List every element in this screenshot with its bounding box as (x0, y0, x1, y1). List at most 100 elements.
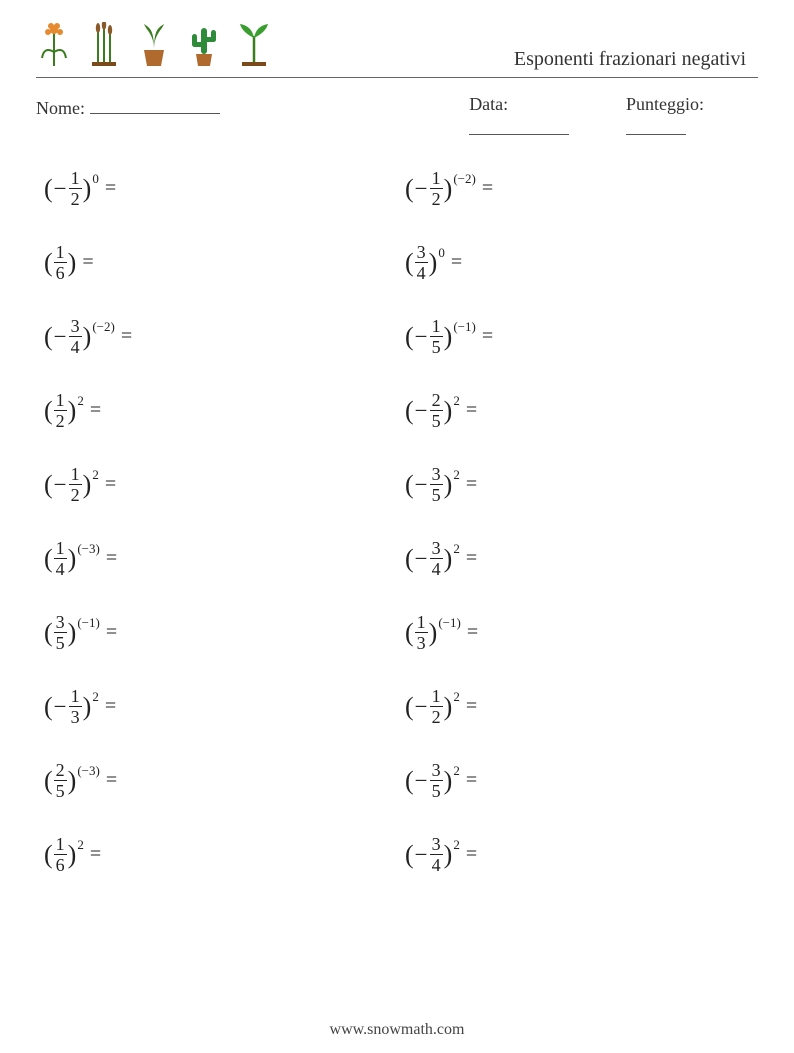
close-paren: ) (83, 324, 92, 350)
equals-sign: = (466, 473, 477, 496)
fraction: 12 (69, 169, 82, 208)
problem-20: (−34)2= (397, 818, 729, 892)
problem-19: (16)2= (36, 818, 368, 892)
fraction: 12 (54, 391, 67, 430)
exponent: (−3) (77, 541, 100, 557)
header-icons (36, 22, 272, 71)
problem-expression: (−34)2= (405, 539, 477, 578)
problem-expression: (34)0= (405, 243, 462, 282)
open-paren: ( (44, 398, 53, 424)
open-paren: ( (405, 176, 414, 202)
problem-expression: (25)(−3)= (44, 761, 117, 800)
open-paren: ( (44, 620, 53, 646)
problem-5: (−34)(−2)= (36, 300, 368, 374)
numerator: 2 (430, 391, 443, 410)
open-paren: ( (44, 768, 53, 794)
exponent: 2 (453, 541, 460, 557)
meta-row: Nome: Data: Punteggio: (36, 94, 758, 140)
problem-expression: (−34)(−2)= (44, 317, 132, 356)
fraction: 25 (430, 391, 443, 430)
denominator: 4 (54, 558, 67, 578)
denominator: 4 (69, 336, 82, 356)
worksheet-title: Esponenti frazionari negativi (514, 48, 758, 71)
denominator: 2 (430, 188, 443, 208)
name-blank[interactable] (90, 94, 220, 114)
close-paren: ) (83, 472, 92, 498)
open-paren: ( (405, 546, 414, 572)
close-paren: ) (429, 250, 438, 276)
equals-sign: = (451, 251, 462, 274)
denominator: 5 (430, 780, 443, 800)
plant-pot-icon (136, 22, 172, 71)
header-bar: Esponenti frazionari negativi (36, 22, 758, 78)
problem-4: (34)0= (397, 226, 729, 300)
fraction: 12 (430, 169, 443, 208)
close-paren: ) (444, 472, 453, 498)
equals-sign: = (105, 473, 116, 496)
negative-sign: − (414, 176, 429, 202)
problem-expression: (16)2= (44, 835, 101, 874)
negative-sign: − (414, 546, 429, 572)
denominator: 5 (430, 336, 443, 356)
numerator: 3 (69, 317, 82, 336)
fraction: 13 (69, 687, 82, 726)
footer-url: www.snowmath.com (0, 1021, 794, 1039)
numerator: 1 (69, 687, 82, 706)
close-paren: ) (444, 324, 453, 350)
equals-sign: = (82, 251, 93, 274)
fraction: 25 (54, 761, 67, 800)
equals-sign: = (466, 399, 477, 422)
open-paren: ( (44, 694, 53, 720)
equals-sign: = (466, 769, 477, 792)
numerator: 3 (430, 761, 443, 780)
problem-expression: (−15)(−1)= (405, 317, 493, 356)
exponent: (−1) (453, 319, 476, 335)
negative-sign: − (414, 842, 429, 868)
close-paren: ) (429, 620, 438, 646)
fraction: 34 (430, 835, 443, 874)
exponent: 2 (453, 837, 460, 853)
equals-sign: = (105, 695, 116, 718)
negative-sign: − (414, 472, 429, 498)
exponent: 0 (438, 245, 445, 261)
date-blank[interactable] (469, 115, 569, 135)
denominator: 2 (430, 706, 443, 726)
denominator: 5 (54, 780, 67, 800)
numerator: 1 (415, 613, 428, 632)
numerator: 3 (430, 539, 443, 558)
equals-sign: = (105, 177, 116, 200)
score-blank[interactable] (626, 115, 686, 135)
denominator: 4 (415, 262, 428, 282)
open-paren: ( (44, 250, 53, 276)
open-paren: ( (44, 842, 53, 868)
open-paren: ( (44, 324, 53, 350)
numerator: 1 (54, 243, 67, 262)
close-paren: ) (444, 768, 453, 794)
cactus-icon (186, 22, 222, 71)
negative-sign: − (414, 324, 429, 350)
negative-sign: − (414, 398, 429, 424)
date-label: Data: (469, 94, 508, 114)
fraction: 16 (54, 243, 67, 282)
name-label: Nome: (36, 98, 85, 118)
exponent: (−1) (77, 615, 100, 631)
problem-12: (−34)2= (397, 522, 729, 596)
problem-7: (12)2= (36, 374, 368, 448)
problem-expression: (12)2= (44, 391, 101, 430)
fraction: 16 (54, 835, 67, 874)
denominator: 5 (54, 632, 67, 652)
exponent: 2 (453, 689, 460, 705)
reed-icon (86, 22, 122, 71)
problem-expression: (−34)2= (405, 835, 477, 874)
negative-sign: − (53, 324, 68, 350)
problem-expression: (−35)2= (405, 761, 477, 800)
numerator: 1 (430, 317, 443, 336)
fraction: 34 (69, 317, 82, 356)
numerator: 1 (430, 169, 443, 188)
equals-sign: = (106, 547, 117, 570)
exponent: 2 (453, 393, 460, 409)
fraction: 34 (415, 243, 428, 282)
close-paren: ) (68, 398, 77, 424)
problem-13: (35)(−1)= (36, 596, 368, 670)
flower-icon (36, 22, 72, 71)
